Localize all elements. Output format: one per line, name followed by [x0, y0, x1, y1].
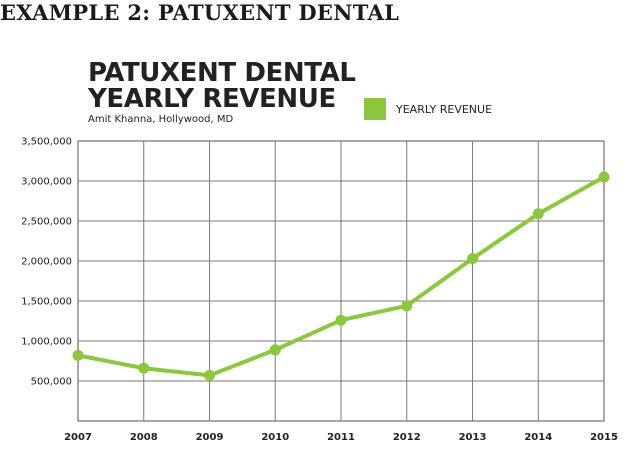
legend-swatch: [364, 98, 386, 120]
x-tick-label: 2008: [130, 432, 158, 443]
y-tick-label: 2,500,000: [21, 217, 72, 228]
y-tick-label: 500,000: [31, 377, 72, 388]
y-tick-label: 3,500,000: [21, 137, 72, 148]
chart-title: PATUXENT DENTAL YEARLY REVENUE: [88, 58, 356, 114]
x-tick-label: 2010: [261, 432, 289, 443]
chart-subtitle: Amit Khanna, Hollywood, MD: [88, 114, 234, 125]
data-point: [204, 369, 215, 381]
x-tick-label: 2011: [327, 432, 355, 443]
y-tick-label: 2,000,000: [21, 257, 72, 268]
x-tick-label: 2014: [524, 432, 552, 443]
x-tick-label: 2013: [459, 432, 487, 443]
chart-title-line-2: YEARLY REVENUE: [88, 84, 336, 114]
chart-legend: YEARLY REVENUE: [364, 98, 492, 120]
data-point: [335, 314, 347, 326]
data-point: [598, 171, 610, 183]
data-point: [532, 208, 544, 220]
x-tick-label: 2012: [393, 432, 421, 443]
x-tick-label: 2015: [590, 432, 618, 443]
data-point: [72, 349, 84, 361]
data-point: [269, 344, 281, 356]
data-point: [401, 300, 413, 312]
chart-title-line-1: PATUXENT DENTAL: [88, 58, 356, 88]
y-tick-label: 1,000,000: [21, 337, 72, 348]
y-tick-label: 1,500,000: [21, 297, 72, 308]
page-header: EXAMPLE 2: PATUXENT DENTAL: [0, 0, 400, 25]
x-tick-label: 2007: [64, 432, 92, 443]
y-tick-label: 3,000,000: [21, 177, 72, 188]
data-point: [138, 362, 150, 374]
legend-label: YEARLY REVENUE: [396, 102, 493, 116]
x-tick-label: 2009: [196, 432, 224, 443]
data-point: [467, 253, 478, 265]
